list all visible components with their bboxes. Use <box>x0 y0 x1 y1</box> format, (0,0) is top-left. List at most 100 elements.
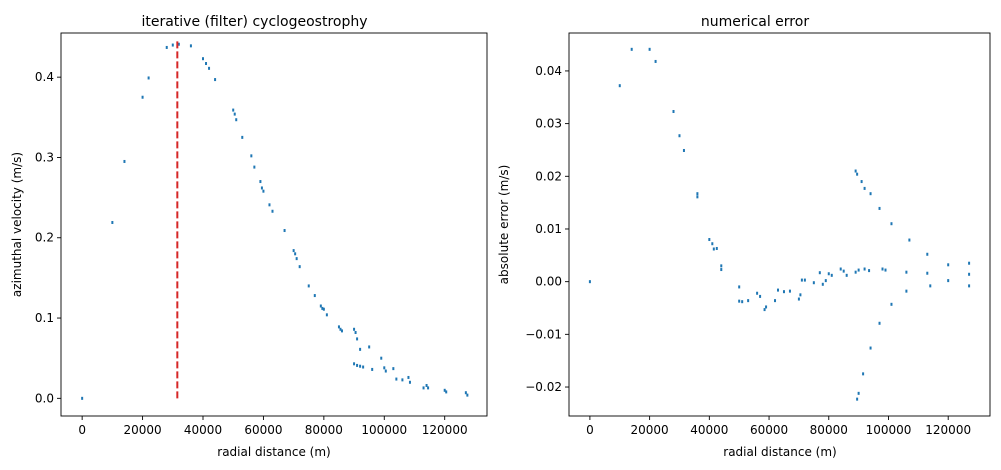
data-point <box>380 356 383 360</box>
data-point <box>147 76 150 80</box>
data-point <box>818 271 821 275</box>
data-point <box>588 280 591 284</box>
error-plot-x-tick-label: 0 <box>586 423 594 437</box>
data-point <box>141 95 144 99</box>
data-point <box>205 62 208 66</box>
data-point <box>337 325 340 329</box>
data-point <box>319 304 322 308</box>
data-point <box>359 364 362 368</box>
data-point <box>189 44 192 48</box>
data-point <box>408 380 411 384</box>
data-point <box>738 299 741 303</box>
data-point <box>241 135 244 139</box>
data-point <box>401 378 404 382</box>
data-point <box>782 290 785 294</box>
data-point <box>797 297 800 301</box>
data-point <box>171 43 174 47</box>
data-point <box>842 269 845 273</box>
data-point <box>313 294 316 298</box>
data-point <box>678 134 681 138</box>
velocity-plot-y-tick-label: 0.4 <box>35 70 54 84</box>
data-point <box>283 229 286 233</box>
data-point <box>845 273 848 277</box>
data-point <box>747 299 750 303</box>
data-point <box>696 195 699 199</box>
data-point <box>630 47 633 51</box>
velocity-plot-x-label: radial distance (m) <box>217 445 330 459</box>
data-point <box>827 272 830 276</box>
data-point <box>884 268 887 272</box>
velocity-plot-x-tick-label: 0 <box>78 423 86 437</box>
velocity-plot-frame <box>60 32 488 417</box>
data-point <box>294 252 297 256</box>
data-point <box>250 154 253 158</box>
data-point <box>177 42 180 46</box>
data-point <box>325 313 328 317</box>
data-point <box>738 285 741 289</box>
data-point <box>712 247 715 251</box>
data-point <box>292 249 295 253</box>
data-point <box>466 393 469 397</box>
error-plot-title: numerical error <box>701 14 809 30</box>
data-point <box>711 242 714 246</box>
data-point <box>235 118 238 122</box>
error-plot-y-tick-label: 0.00 <box>535 275 562 289</box>
data-point <box>878 206 881 210</box>
data-point <box>233 112 236 116</box>
data-point <box>856 172 859 176</box>
data-point <box>654 59 657 63</box>
error-plot-y-tick-label: −0.01 <box>525 327 562 341</box>
data-point <box>824 279 827 283</box>
data-point <box>839 267 842 271</box>
velocity-plot-x-tick-label: 120000 <box>422 423 468 437</box>
error-plot-x-tick-label: 80000 <box>810 423 848 437</box>
data-point <box>295 257 298 261</box>
data-point <box>720 268 723 272</box>
data-point <box>905 289 908 293</box>
data-point <box>339 327 342 331</box>
data-point <box>353 327 356 331</box>
data-point <box>353 362 356 366</box>
data-point <box>232 108 235 112</box>
data-point <box>618 84 621 88</box>
error-plot-y-tick-label: −0.02 <box>525 380 562 394</box>
data-point <box>890 222 893 226</box>
data-point <box>860 180 863 184</box>
data-point <box>800 278 803 282</box>
velocity-plot-y-tick-label: 0.0 <box>35 391 54 405</box>
data-point <box>821 282 824 286</box>
error-plot-x-tick-label: 40000 <box>690 423 728 437</box>
data-point <box>354 330 357 334</box>
error-plot: numerical error 0 20000 40000 60000 80000 100… <box>497 14 991 459</box>
data-point <box>890 302 893 306</box>
data-point <box>371 367 374 371</box>
data-point <box>260 186 263 190</box>
data-point <box>392 367 395 371</box>
velocity-plot-title: iterative (filter) cyclogeostrophy <box>141 14 367 30</box>
data-point <box>720 264 723 268</box>
data-point <box>812 281 815 285</box>
data-point <box>869 346 872 350</box>
velocity-plot-x-tick-label: 100000 <box>361 423 407 437</box>
error-plot-x-tick-label: 120000 <box>925 423 971 437</box>
data-point <box>322 307 325 311</box>
data-point <box>340 329 343 333</box>
error-plot-x-tick-label: 100000 <box>866 423 912 437</box>
velocity-plot-y-tick-label: 0.3 <box>35 150 54 164</box>
data-point <box>123 159 126 163</box>
data-point <box>81 396 84 400</box>
data-point <box>362 365 365 369</box>
data-point <box>422 386 425 390</box>
data-point <box>208 66 211 70</box>
data-point <box>929 284 932 288</box>
velocity-plot-points <box>81 42 469 400</box>
velocity-plot-x-tick-label: 60000 <box>244 423 282 437</box>
data-point <box>443 388 446 392</box>
data-point <box>777 288 780 292</box>
data-point <box>869 192 872 196</box>
data-point <box>384 369 387 373</box>
data-point <box>214 78 217 82</box>
error-plot-y-ticks: −0.02 −0.01 0.00 0.01 0.02 0.03 0.04 <box>525 64 569 394</box>
data-point <box>862 372 865 376</box>
